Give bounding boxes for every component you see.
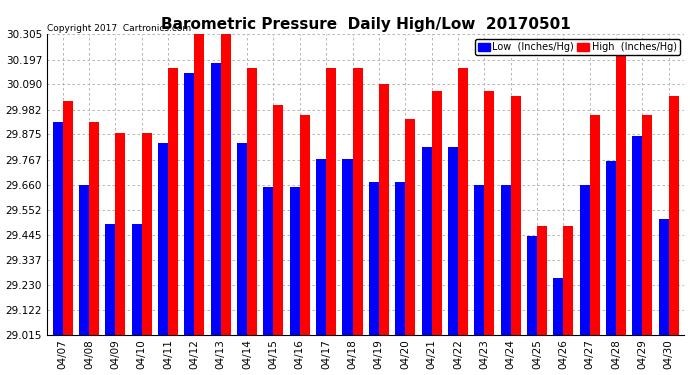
Bar — [422, 147, 431, 375]
Bar — [184, 73, 195, 375]
Bar — [115, 134, 126, 375]
Bar — [300, 115, 310, 375]
Bar — [580, 184, 590, 375]
Bar — [210, 63, 221, 375]
Bar — [395, 182, 405, 375]
Bar — [537, 226, 547, 375]
Bar — [158, 142, 168, 375]
Bar — [511, 96, 520, 375]
Bar — [632, 136, 642, 375]
Bar — [606, 161, 616, 375]
Title: Barometric Pressure  Daily High/Low  20170501: Barometric Pressure Daily High/Low 20170… — [161, 17, 571, 32]
Bar — [221, 33, 230, 375]
Bar — [484, 92, 494, 375]
Bar — [79, 184, 89, 375]
Legend: Low  (Inches/Hg), High  (Inches/Hg): Low (Inches/Hg), High (Inches/Hg) — [475, 39, 680, 55]
Bar — [195, 33, 204, 375]
Bar — [458, 68, 468, 375]
Bar — [669, 96, 679, 375]
Bar — [379, 84, 389, 375]
Bar — [63, 101, 72, 375]
Bar — [290, 187, 300, 375]
Bar — [369, 182, 379, 375]
Bar — [590, 115, 600, 375]
Bar — [342, 159, 353, 375]
Bar — [89, 122, 99, 375]
Bar — [448, 147, 458, 375]
Bar — [168, 68, 178, 375]
Bar — [52, 122, 63, 375]
Bar — [273, 105, 284, 375]
Bar — [316, 159, 326, 375]
Bar — [237, 142, 247, 375]
Bar — [659, 219, 669, 375]
Bar — [563, 226, 573, 375]
Text: Copyright 2017  Cartronics.com: Copyright 2017 Cartronics.com — [47, 24, 191, 33]
Bar — [616, 57, 626, 375]
Bar — [264, 187, 273, 375]
Bar — [132, 224, 141, 375]
Bar — [474, 184, 484, 375]
Bar — [353, 68, 362, 375]
Bar — [247, 68, 257, 375]
Bar — [405, 119, 415, 375]
Bar — [553, 278, 563, 375]
Bar — [500, 184, 511, 375]
Bar — [431, 92, 442, 375]
Bar — [642, 115, 652, 375]
Bar — [106, 224, 115, 375]
Bar — [527, 236, 537, 375]
Bar — [326, 68, 336, 375]
Bar — [141, 134, 152, 375]
